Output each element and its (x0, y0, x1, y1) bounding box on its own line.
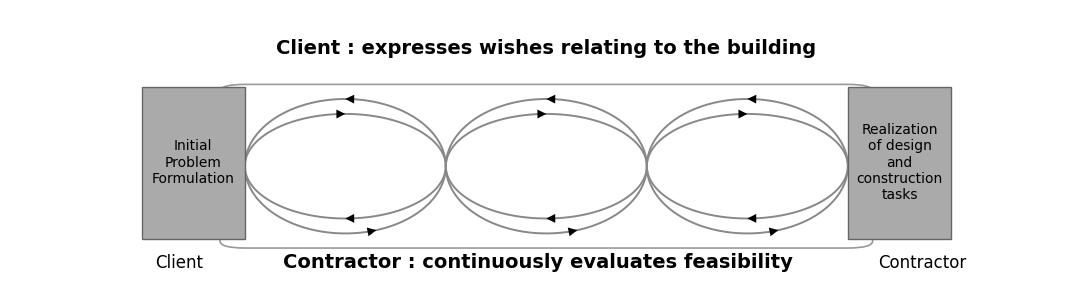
Text: Client: Client (155, 254, 203, 272)
FancyBboxPatch shape (220, 84, 873, 248)
Text: Realization
of design
and
construction
tasks: Realization of design and construction t… (856, 123, 942, 202)
Text: Contractor : continuously evaluates feasibility: Contractor : continuously evaluates feas… (284, 253, 793, 272)
Text: Contractor: Contractor (878, 254, 967, 272)
Text: Initial
Problem
Formulation: Initial Problem Formulation (151, 140, 235, 186)
FancyBboxPatch shape (847, 87, 951, 238)
Text: Client : expresses wishes relating to the building: Client : expresses wishes relating to th… (276, 39, 817, 58)
FancyBboxPatch shape (142, 87, 245, 238)
